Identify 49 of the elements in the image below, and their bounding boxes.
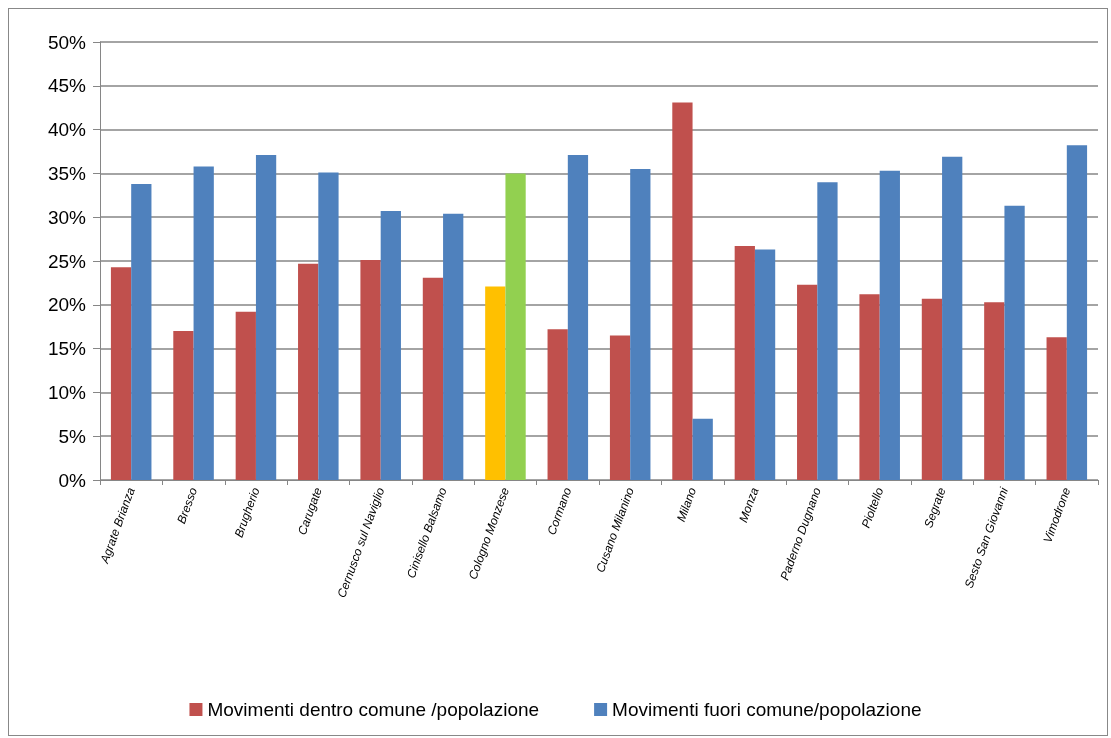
bar <box>235 311 256 480</box>
y-tick-label: 0% <box>58 469 87 491</box>
bar <box>692 418 713 480</box>
bar <box>422 277 444 480</box>
bar <box>505 173 526 480</box>
bar <box>754 249 776 480</box>
bar <box>879 170 900 480</box>
y-tick-label: 5% <box>58 425 87 447</box>
y-tick-label: 50% <box>47 31 87 53</box>
legend-label: Movimenti fuori comune/popolazione <box>612 699 922 720</box>
bar <box>672 102 693 480</box>
y-tick-label: 15% <box>47 338 87 360</box>
bar <box>1046 337 1067 480</box>
bar <box>131 183 152 480</box>
y-tick-label: 25% <box>47 250 87 272</box>
bar <box>859 294 880 480</box>
bar <box>380 211 401 480</box>
y-tick-label: 30% <box>47 206 87 228</box>
bar <box>298 263 319 480</box>
bar <box>443 213 464 480</box>
bar <box>485 286 506 480</box>
bar <box>567 155 589 480</box>
bar <box>193 166 214 480</box>
x-tick-label: Monza <box>736 485 762 525</box>
bar <box>1004 205 1025 480</box>
y-tick-label: 20% <box>47 294 87 316</box>
y-tick-label: 35% <box>47 162 87 184</box>
y-tick-label: 40% <box>47 119 87 141</box>
bar <box>318 172 339 480</box>
x-tick-label: Bresso <box>174 485 201 526</box>
bar <box>547 329 568 480</box>
bar <box>630 169 651 480</box>
bar <box>360 260 381 480</box>
legend-label: Movimenti dentro comune /popolazione <box>207 699 540 720</box>
bar <box>173 331 194 480</box>
bar <box>734 246 755 480</box>
bar <box>255 155 277 480</box>
bar <box>984 302 1005 480</box>
bar <box>110 267 132 480</box>
y-tick-label: 45% <box>47 75 87 97</box>
bar <box>817 182 838 480</box>
bar <box>797 284 818 480</box>
bar <box>942 156 963 480</box>
y-tick-label: 10% <box>47 381 87 403</box>
bar <box>1066 145 1088 480</box>
bar <box>921 298 943 480</box>
bar <box>609 335 631 480</box>
x-tick-label: Segrate <box>921 485 949 530</box>
x-tick-label: Milano <box>673 485 700 524</box>
